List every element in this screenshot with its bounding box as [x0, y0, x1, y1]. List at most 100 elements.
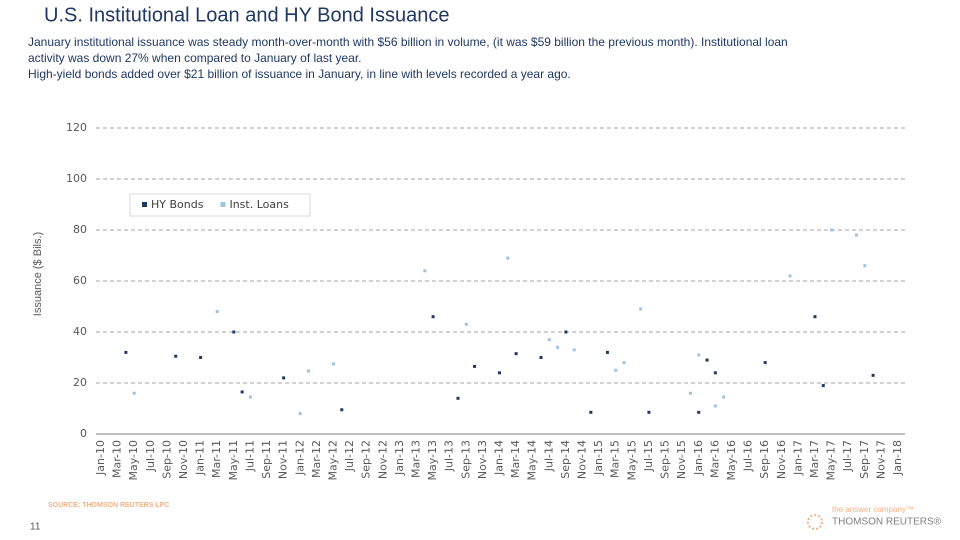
dot	[464, 322, 468, 326]
x-tick-label: Nov-13	[476, 440, 489, 479]
dot	[423, 269, 427, 273]
x-tick-label: Sep-11	[260, 440, 273, 479]
dot	[713, 371, 717, 375]
dot	[456, 396, 460, 400]
dot	[821, 384, 825, 388]
y-tick-label: 100	[66, 172, 87, 185]
dot	[240, 390, 244, 394]
dot	[830, 228, 834, 232]
x-tick-label: Sep-17	[858, 440, 871, 479]
x-tick-label: May-13	[426, 440, 439, 481]
dot	[331, 362, 335, 366]
x-tick-label: Nov-11	[277, 440, 290, 479]
x-tick-label: Jan-11	[194, 440, 207, 476]
x-tick-label: Jul-11	[243, 440, 256, 472]
source: SOURCE: THOMSON REUTERS LPC	[48, 502, 169, 509]
dot	[713, 404, 717, 408]
legend-box	[129, 193, 311, 217]
x-tick-label: Nov-10	[177, 440, 190, 479]
dot	[854, 233, 858, 237]
x-tick-label: Jan-18	[891, 440, 904, 476]
x-tick-label: Jul-17	[841, 440, 854, 472]
x-tick-label: May-12	[326, 440, 339, 481]
y-tick-label: 40	[73, 325, 87, 338]
dot	[124, 350, 128, 354]
dot	[539, 356, 543, 359]
legend-label: Inst. Loans	[229, 198, 289, 211]
x-tick-label: Jul-15	[642, 440, 655, 472]
x-tick-label: May-11	[227, 440, 240, 481]
x-tick-label: Nov-17	[874, 440, 887, 479]
dot	[647, 410, 651, 414]
x-tick-label: Jan-14	[493, 440, 506, 476]
y-tick-label: 60	[73, 274, 87, 287]
x-tick-label: May-15	[625, 440, 638, 481]
dot	[506, 256, 510, 260]
dot	[697, 410, 701, 414]
x-tick-label: Nov-16	[775, 440, 788, 479]
x-tick-label: May-10	[127, 440, 140, 481]
dot	[498, 371, 501, 375]
dot	[248, 395, 252, 399]
brand: THOMSON REUTERS®	[832, 517, 942, 528]
dot	[622, 361, 626, 365]
dot	[705, 358, 709, 362]
body-text: January institutional issuance was stead…	[28, 35, 788, 49]
x-tick-label: Nov-12	[376, 440, 389, 479]
dot	[564, 330, 568, 334]
dot	[556, 345, 560, 349]
dot	[763, 361, 767, 365]
dot	[232, 330, 236, 334]
dot	[307, 369, 311, 373]
dot	[688, 391, 692, 395]
x-tick-label: Jan-12	[293, 440, 306, 476]
x-tick-label: Jan-16	[692, 440, 705, 476]
x-tick-label: Jul-13	[443, 440, 456, 472]
dot	[871, 373, 875, 377]
tagline: the answer company™	[832, 505, 914, 514]
y-tick-label: 0	[80, 427, 87, 440]
x-tick-label: Mar-14	[509, 440, 522, 478]
dot	[572, 348, 576, 352]
x-tick-label: Jul-16	[742, 440, 755, 472]
dot	[639, 307, 643, 311]
page-number: 11	[30, 522, 41, 533]
x-tick-label: Jan-10	[94, 440, 107, 476]
x-tick-label: Mar-15	[609, 440, 622, 478]
x-tick-label: Sep-12	[360, 440, 373, 479]
dot	[340, 408, 344, 412]
y-tick-label: 20	[73, 376, 87, 389]
dot	[282, 376, 286, 380]
legend-swatch	[220, 202, 226, 207]
x-tick-label: Mar-11	[210, 440, 223, 478]
dot	[298, 412, 302, 416]
dot	[722, 395, 726, 399]
legend-label: HY Bonds	[151, 198, 204, 211]
dot	[132, 391, 136, 395]
y-tick-label: 80	[73, 223, 87, 236]
logo	[807, 514, 823, 530]
body-text: activity was down 27% when compared to J…	[28, 51, 362, 65]
x-tick-label: Mar-13	[409, 440, 422, 478]
x-tick-label: Mar-10	[111, 440, 124, 478]
x-tick-label: Jul-14	[542, 440, 555, 472]
x-tick-label: Mar-16	[708, 440, 721, 478]
x-tick-label: Sep-13	[459, 440, 472, 479]
dot	[589, 410, 593, 414]
dot	[199, 356, 203, 359]
dot	[514, 352, 518, 356]
legend-swatch	[142, 202, 147, 207]
x-tick-label: May-17	[825, 440, 838, 481]
x-tick-label: Jul-10	[144, 440, 157, 472]
x-tick-label: Mar-12	[310, 440, 323, 478]
dot	[614, 368, 618, 372]
dot	[605, 350, 609, 354]
dot	[215, 310, 219, 314]
x-tick-label: May-16	[725, 440, 738, 481]
slide-title: U.S. Institutional Loan and HY Bond Issu…	[44, 4, 449, 26]
dot	[697, 353, 701, 357]
dot	[863, 264, 867, 268]
dot	[813, 315, 817, 319]
x-tick-label: Sep-15	[659, 440, 672, 479]
